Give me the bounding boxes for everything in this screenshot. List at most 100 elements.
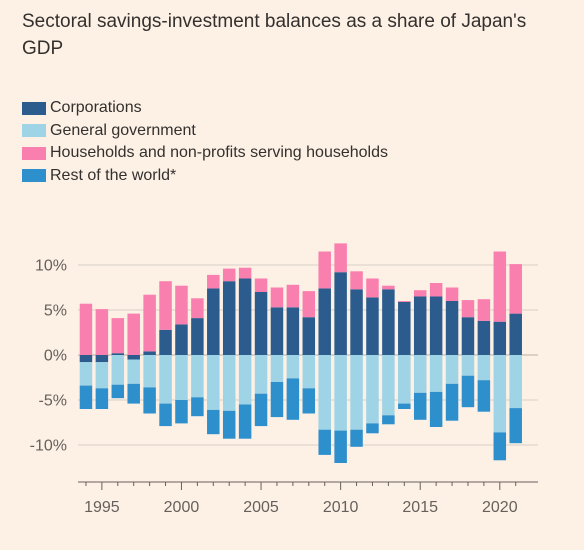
bar-segment [111,355,125,385]
bar-segment [111,353,125,355]
bar-segment [222,268,236,282]
bar-segment [127,355,140,360]
x-tick-label: 2010 [323,499,359,516]
bar-segment [509,264,522,314]
bar-segment [413,355,427,393]
legend-item-rest-of-world: Rest of the world* [22,165,388,188]
bar-segment [318,355,331,430]
bar-segment [159,329,172,355]
bar-segment [159,355,172,404]
bar-segment [382,355,395,416]
bar-segment [95,362,109,389]
bar-segment [143,351,156,355]
bar-segment [334,272,347,355]
bar-segment [270,307,284,355]
x-tick-label: 2015 [402,499,438,516]
bar-segment [398,301,411,355]
bar-segment [366,423,379,434]
legend-label: Rest of the world* [50,166,177,184]
bar-segment [318,251,331,289]
bar-segment [254,393,268,427]
legend-item-government: General government [22,120,388,143]
bar-segment [95,309,109,355]
bar-segment [254,355,268,394]
bar-segment [254,292,268,355]
bar-segment [350,355,363,430]
bar-segment [429,391,443,427]
legend-label: Corporations [50,99,142,117]
legend-item-corporations: Corporations [22,97,388,120]
bar-segment [222,281,236,355]
bar-segment [429,355,443,392]
bar-segment [366,297,379,355]
bar-segment [445,355,459,384]
bar-segment [254,278,268,292]
bar-segment [191,298,204,319]
bar-segment [175,355,188,400]
bar-segment [429,283,443,297]
bar-segment [350,429,363,447]
axes: 10% 5% 0% -5% -10% 1995 2000 2005 2010 2015 2020 [30,258,538,516]
bar-segment [238,267,252,279]
bar-segment [270,382,284,418]
bar-segment [334,355,347,431]
bar-segment [175,324,188,355]
bar-segment [95,388,109,409]
bar-segment [302,291,316,318]
bar-segment [382,285,395,290]
bar-segment [222,410,236,439]
bar-segment [286,378,300,420]
bar-segment [207,274,220,289]
bar-segment [207,355,220,410]
bar-segment [79,355,93,363]
x-tick-label: 1995 [84,499,120,516]
bar-segment [143,294,156,352]
bar-segment [159,281,172,330]
bar-segment [207,409,220,435]
bar-segment [445,383,459,421]
bar-segment [350,271,363,290]
bar-segment [477,380,491,412]
bar-segment [398,355,411,404]
y-tick-label: -10% [30,438,67,455]
bar-segment [461,317,475,355]
bar-segment [398,403,411,409]
bar-segment [477,355,491,381]
bars [79,243,522,463]
bar-segment [477,320,491,355]
bar-segment [191,318,204,355]
bar-segment [286,284,300,308]
y-tick-label: -5% [39,393,67,410]
bar-segment [334,243,347,273]
x-tick-label: 2020 [482,499,518,516]
x-tick-label: 2000 [164,499,200,516]
bar-segment [382,415,395,425]
bar-segment [111,318,125,354]
bar-segment [461,355,475,376]
bar-segment [175,400,188,424]
bar-segment [238,278,252,355]
bar-segment [413,296,427,355]
bar-segment [493,355,507,433]
bar-segment [127,383,140,404]
bar-segment [398,301,411,302]
bar-segment [477,299,491,321]
bar-segment [270,355,284,382]
bar-segment [238,355,252,405]
bar-segment [79,362,93,386]
bar-segment [207,288,220,355]
bar-segment [366,278,379,298]
bar-segment [111,384,125,399]
bar-segment [302,355,316,389]
legend-item-households: Households and non-profits serving house… [22,142,388,165]
bar-segment [413,290,427,297]
bar-segment [493,321,507,355]
bar-segment [318,288,331,355]
bar-segment [127,313,140,355]
bar-segment [493,251,507,322]
legend-swatch-households [22,146,46,160]
x-tick-label: 2005 [243,499,279,516]
bar-segment [143,387,156,414]
bar-segment [191,397,204,417]
